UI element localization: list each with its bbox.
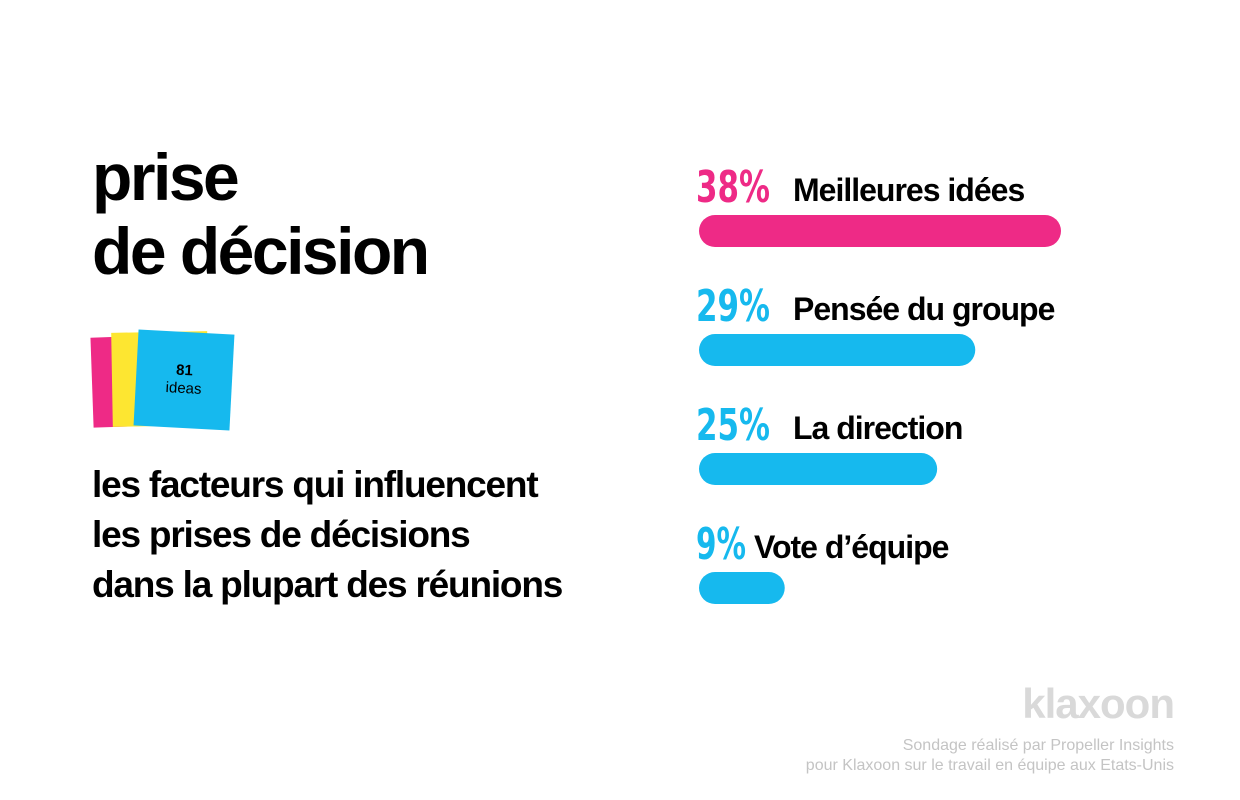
bar-value-label: 9% [696, 519, 746, 570]
subtitle-line: les facteurs qui influencent [92, 464, 539, 505]
subtitle-line: les prises de décisions [92, 514, 471, 555]
bar [699, 334, 976, 366]
blue-sticky-note: 81 ideas [133, 329, 235, 431]
bar [699, 572, 785, 604]
sticky-notes-icon: 81 ideas [90, 329, 240, 432]
subtitle-line: dans la plupart des réunions [92, 564, 563, 605]
bar-category-label: Vote d’équipe [754, 529, 949, 565]
bar-value-label: 38% [696, 162, 770, 213]
source-line: Sondage réalisé par Propeller Insights [902, 737, 1174, 754]
bar [699, 453, 938, 485]
bar-chart: 38% Meilleures idées 29% Pensée du groupe 25… [696, 162, 1061, 604]
ideas-count: 81 [175, 361, 194, 380]
bar-value-label: 29% [696, 281, 770, 332]
bar-value-label: 25% [696, 400, 770, 451]
page-title: prise de décision [92, 140, 430, 288]
source-line: pour Klaxoon sur le travail en équipe au… [805, 757, 1174, 774]
source-note: Sondage réalisé par Propeller Insights p… [806, 736, 1174, 776]
title-line: de décision [92, 214, 430, 288]
title-line: prise [92, 140, 240, 214]
klaxoon-logo: klaxoon [1022, 680, 1175, 727]
bar-category-label: La direction [793, 410, 962, 446]
bar-category-label: Meilleures idées [793, 172, 1024, 208]
chart-subtitle: les facteurs qui influencent les prises … [92, 460, 563, 610]
ideas-label: ideas [165, 379, 202, 398]
bar-category-label: Pensée du groupe [793, 291, 1055, 327]
bar [699, 215, 1061, 247]
